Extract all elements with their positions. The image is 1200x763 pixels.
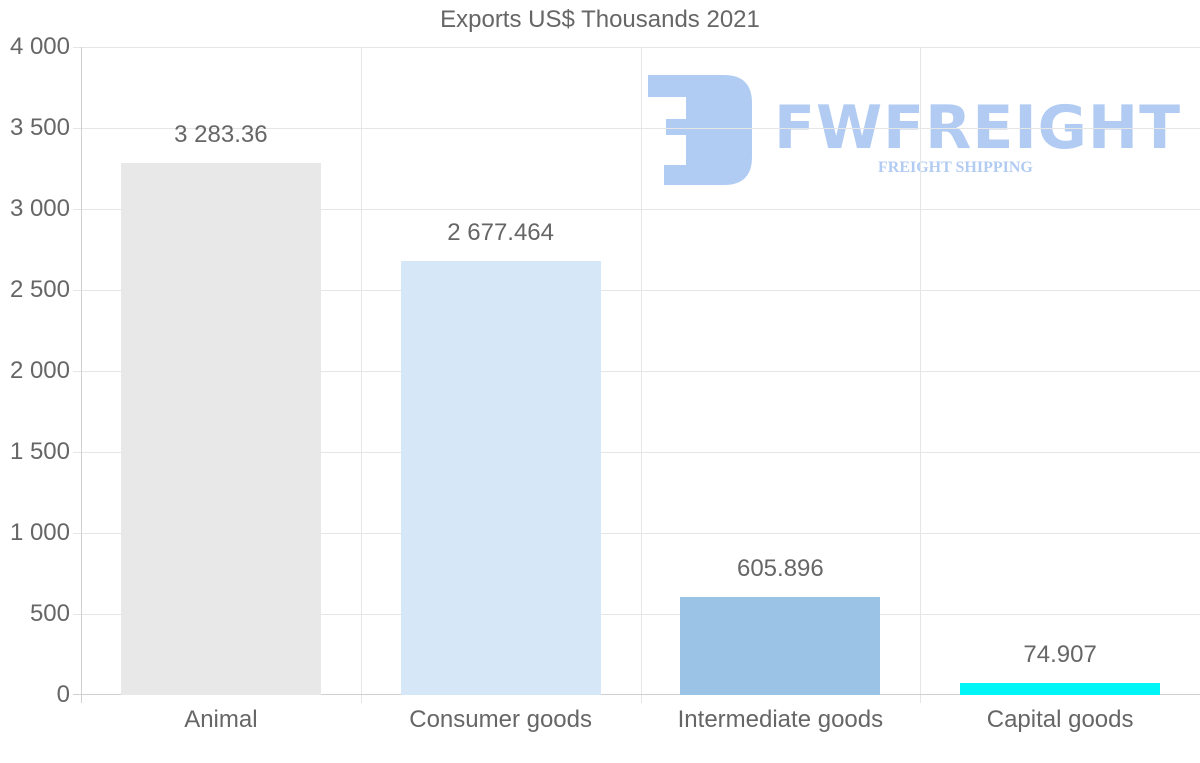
bar-capital-goods[interactable]	[960, 682, 1161, 695]
grid-line-horizontal	[73, 371, 1200, 372]
grid-line-horizontal	[73, 614, 1200, 615]
y-tick-label: 500	[29, 600, 70, 627]
grid-line-horizontal	[73, 290, 1200, 291]
x-tick-label: Consumer goods	[409, 706, 592, 733]
y-tick-label: 1 500	[9, 438, 70, 465]
grid-line-vertical	[640, 47, 642, 703]
bar-value-label: 3 283.36	[174, 121, 268, 149]
bar-consumer-goods[interactable]	[400, 261, 601, 695]
bar-value-label: 74.907	[1023, 640, 1097, 668]
y-tick-label: 4 000	[9, 33, 70, 60]
grid-line-horizontal	[73, 209, 1200, 210]
y-tick-label: 2 000	[9, 357, 70, 384]
bar-intermediate-goods[interactable]	[680, 596, 881, 695]
grid-line-horizontal	[73, 128, 1200, 129]
fwfreight-logo-icon	[648, 75, 752, 185]
y-axis-line	[81, 47, 82, 703]
y-tick-label: 0	[56, 681, 70, 708]
bar-animal[interactable]	[120, 163, 321, 695]
chart-title: Exports US$ Thousands 2021	[440, 6, 760, 33]
grid-line-vertical	[360, 47, 362, 703]
grid-line-vertical	[920, 47, 922, 703]
bar-value-label: 2 677.464	[447, 219, 555, 247]
y-tick-label: 3 500	[9, 114, 70, 141]
x-axis-line	[73, 694, 1200, 695]
y-tick-label: 2 500	[9, 276, 70, 303]
bar-value-label: 605.896	[736, 554, 824, 582]
grid-line-horizontal	[73, 533, 1200, 534]
grid-line-horizontal	[73, 47, 1200, 48]
x-tick-label: Animal	[184, 706, 258, 733]
x-tick-label: Capital goods	[986, 706, 1134, 733]
plot-area: 3 283.36 2 677.464 605.896 74.907	[73, 47, 1200, 703]
y-tick-label: 3 000	[9, 195, 70, 222]
grid-line-horizontal	[73, 452, 1200, 453]
watermark-tagline: FREIGHT SHIPPING	[878, 159, 1033, 176]
x-tick-label: Intermediate goods	[677, 706, 884, 733]
y-tick-label: 1 000	[9, 519, 70, 546]
